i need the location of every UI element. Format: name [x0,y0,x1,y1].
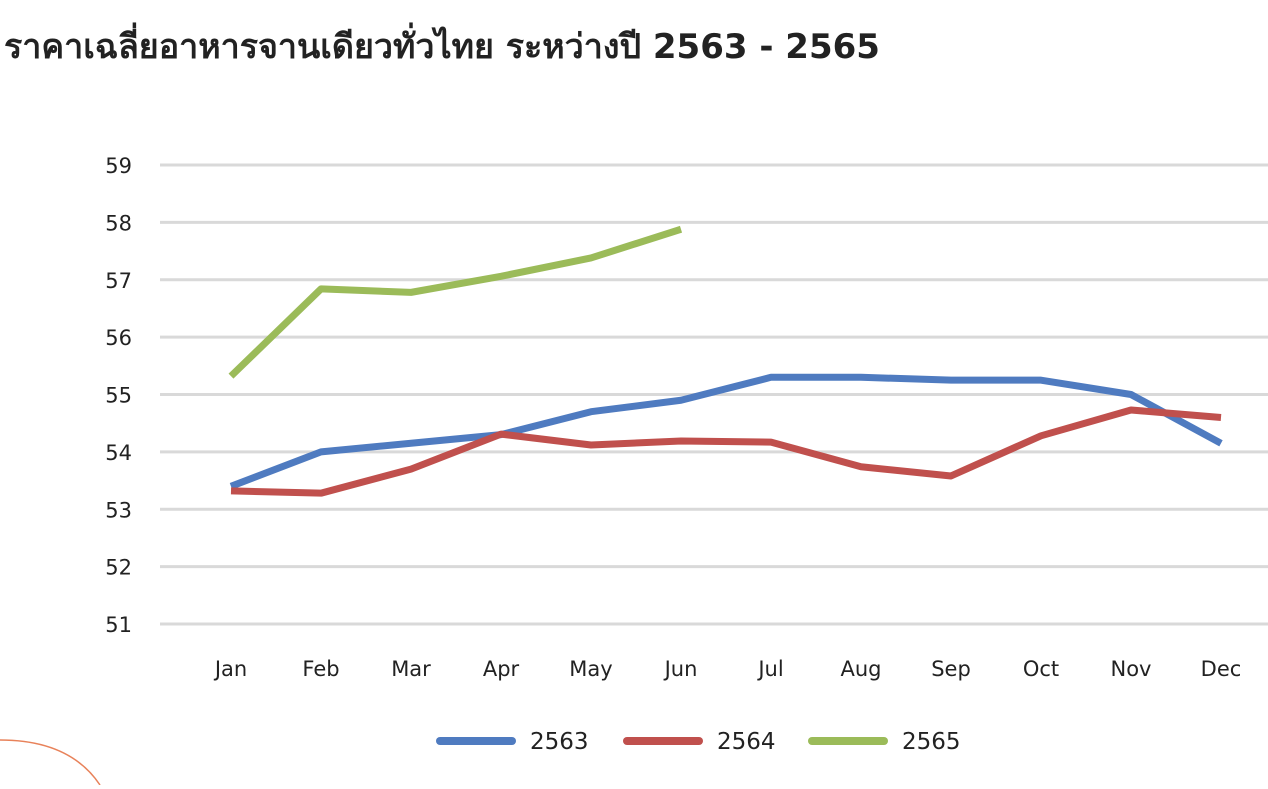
legend-label: 2563 [530,729,589,755]
y-tick-label: 51 [105,613,132,637]
x-tick-label: Oct [1023,657,1059,681]
x-tick-label: Apr [483,657,520,681]
decoration-arc [0,739,101,786]
x-tick-label: May [569,657,612,681]
y-tick-label: 57 [105,269,132,293]
x-tick-label: Feb [302,657,339,681]
x-tick-label: Jan [213,657,247,681]
chart-title: ราคาเฉลี่ยอาหารจานเดียวทั่วไทย ระหว่างปี… [4,22,880,67]
series-line [229,373,1223,490]
y-tick-label: 55 [105,384,132,408]
y-tick-label: 52 [105,556,132,580]
y-tick-label: 56 [105,326,132,350]
x-tick-label: Dec [1201,657,1242,681]
x-tick-label: Jun [663,657,698,681]
x-tick-label: Nov [1111,657,1152,681]
legend-label: 2565 [902,729,961,755]
series-line [228,225,683,379]
x-tick-label: Sep [931,657,971,681]
x-tick-label: Jul [756,657,783,681]
x-tick-label: Aug [840,657,881,681]
y-tick-label: 58 [105,211,132,235]
y-tick-label: 59 [105,154,132,178]
legend-label: 2564 [717,729,776,755]
y-tick-label: 53 [105,498,132,522]
y-tick-label: 54 [105,441,132,465]
series-line [230,406,1222,497]
x-tick-label: Mar [391,657,431,681]
